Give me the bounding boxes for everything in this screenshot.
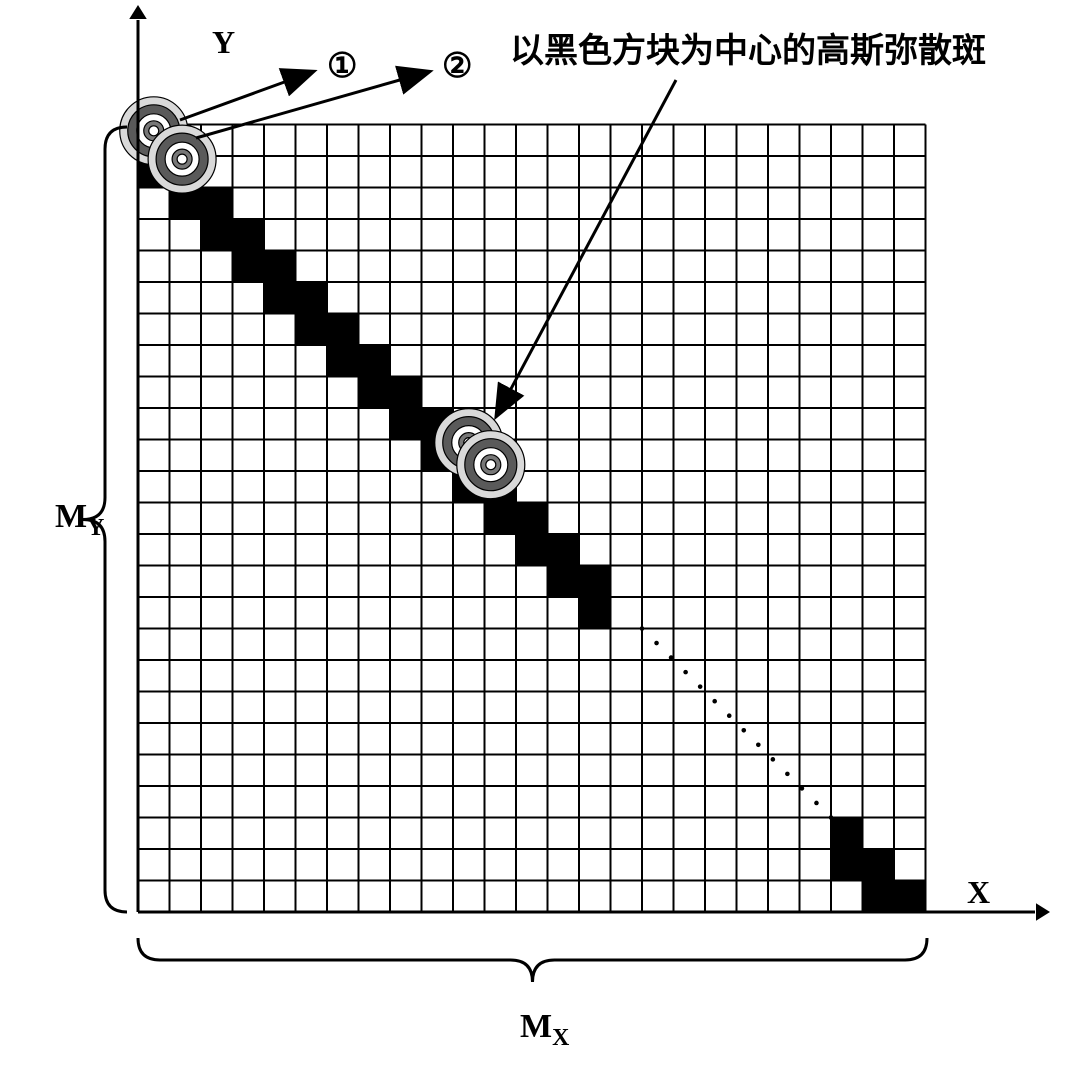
ellipsis-dot bbox=[800, 786, 805, 791]
x-axis-label: X bbox=[967, 874, 990, 911]
filled-cell bbox=[831, 818, 863, 850]
filled-cell bbox=[201, 219, 233, 251]
filled-cell bbox=[390, 408, 422, 440]
circled-2-label: ② bbox=[442, 46, 472, 86]
y-axis-arrow bbox=[129, 5, 147, 19]
ellipsis-dot bbox=[712, 699, 717, 704]
diagram-svg bbox=[0, 0, 1082, 1075]
filled-cell bbox=[516, 503, 548, 535]
filled-cell bbox=[201, 188, 233, 220]
ellipsis-dot bbox=[654, 641, 659, 646]
gaussian-spot bbox=[457, 431, 525, 499]
ellipsis-dot bbox=[814, 801, 819, 806]
mx-label: MX bbox=[520, 1008, 569, 1052]
filled-cell bbox=[296, 314, 328, 346]
ellipsis-dot bbox=[640, 626, 645, 631]
filled-cell bbox=[359, 377, 391, 409]
filled-cell bbox=[863, 881, 895, 913]
circled-1-label: ① bbox=[327, 46, 357, 86]
ellipsis-dot bbox=[698, 684, 703, 689]
filled-cell bbox=[233, 251, 265, 283]
ellipsis-dot bbox=[669, 655, 674, 660]
ellipsis-dot bbox=[829, 815, 834, 820]
filled-cell bbox=[327, 314, 359, 346]
ellipsis-dot bbox=[727, 713, 732, 718]
filled-cell bbox=[579, 597, 611, 629]
filled-cell bbox=[233, 219, 265, 251]
ellipsis-dot bbox=[741, 728, 746, 733]
x-brace bbox=[138, 938, 927, 982]
ellipsis-dot bbox=[785, 772, 790, 777]
ellipsis-dot bbox=[683, 670, 688, 675]
y-axis-label: Y bbox=[212, 24, 235, 61]
ellipsis-dot bbox=[771, 757, 776, 762]
filled-cell bbox=[485, 503, 517, 535]
title-label: 以黑色方块为中心的高斯弥散斑 bbox=[510, 23, 986, 72]
filled-cell bbox=[894, 881, 926, 913]
ellipsis-dot bbox=[756, 743, 761, 748]
filled-cell bbox=[863, 849, 895, 881]
filled-cell bbox=[327, 345, 359, 377]
filled-cell bbox=[264, 282, 296, 314]
filled-cell bbox=[548, 566, 580, 598]
filled-cell bbox=[831, 849, 863, 881]
filled-cell bbox=[296, 282, 328, 314]
x-axis-arrow bbox=[1036, 903, 1050, 921]
filled-cell bbox=[548, 534, 580, 566]
my-label: MY bbox=[55, 498, 104, 542]
filled-cell bbox=[359, 345, 391, 377]
filled-cell bbox=[390, 377, 422, 409]
filled-cell bbox=[579, 566, 611, 598]
figure-container: Y X ① ② 以黑色方块为中心的高斯弥散斑 MY MX bbox=[0, 0, 1082, 1075]
filled-cell bbox=[516, 534, 548, 566]
callout-arrow bbox=[180, 72, 312, 120]
filled-cell bbox=[264, 251, 296, 283]
